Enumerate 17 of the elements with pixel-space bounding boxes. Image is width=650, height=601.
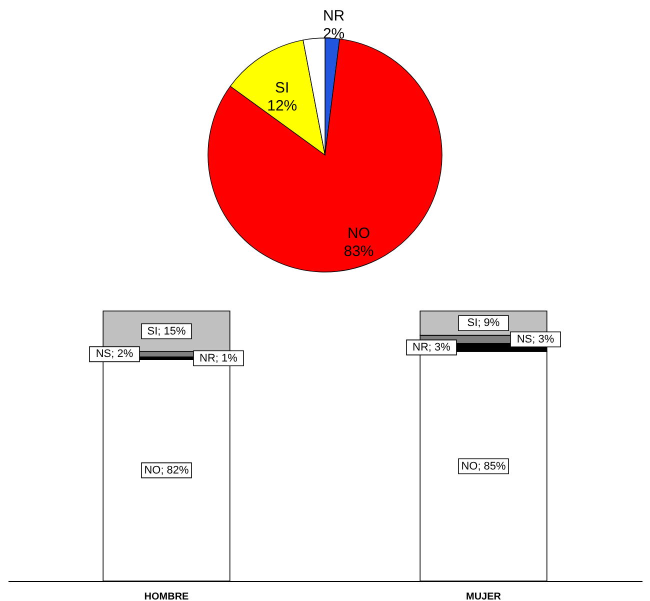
slice-label: NO: [348, 225, 370, 242]
slice-label: NR: [322, 7, 345, 24]
data-label: NO; 85%: [461, 460, 506, 472]
data-label: NR; 1%: [200, 352, 238, 364]
data-label: NS; 2%: [96, 348, 134, 360]
data-label: NO; 82%: [144, 464, 190, 476]
data-label: SI; 15%: [147, 325, 186, 338]
data-label: NR; 3%: [412, 341, 451, 354]
slice-label: SI: [275, 79, 290, 96]
x-tick-label: HOMBRE: [144, 592, 190, 601]
data-label: 12%: [267, 97, 298, 114]
data-label: SI; 9%: [467, 317, 500, 330]
data-label: 83%: [344, 243, 374, 260]
data-label: 2%: [322, 25, 345, 42]
data-label: NS; 3%: [516, 333, 554, 346]
x-tick-label: MUJER: [466, 592, 502, 601]
pie-slice: [208, 38, 442, 272]
